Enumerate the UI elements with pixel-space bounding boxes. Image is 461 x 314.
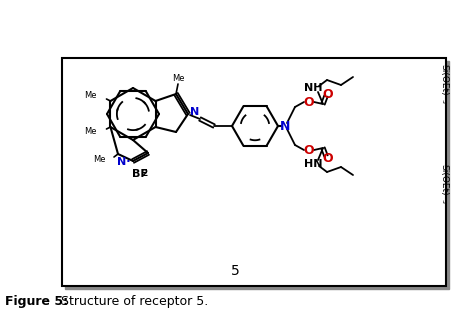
Text: 2: 2 xyxy=(141,169,147,178)
Text: O: O xyxy=(304,143,314,156)
Text: ₃: ₃ xyxy=(439,199,449,203)
Text: Me: Me xyxy=(94,154,106,164)
Text: O: O xyxy=(323,89,333,101)
Text: Si(OEt): Si(OEt) xyxy=(439,64,449,96)
Bar xyxy=(65,61,449,289)
Text: ₃: ₃ xyxy=(439,99,449,103)
Text: N·: N· xyxy=(117,157,130,167)
Text: NH: NH xyxy=(304,83,322,93)
Text: O: O xyxy=(323,151,333,165)
Text: N: N xyxy=(190,107,199,117)
Text: N: N xyxy=(280,120,290,133)
Text: Me: Me xyxy=(172,74,184,83)
Text: Figure 5:: Figure 5: xyxy=(5,295,68,307)
Text: Si(OEt): Si(OEt) xyxy=(439,164,449,196)
Text: Structure of receptor 5.: Structure of receptor 5. xyxy=(57,295,208,307)
Text: BF: BF xyxy=(132,169,148,179)
Text: Me: Me xyxy=(84,127,96,137)
Text: HN: HN xyxy=(304,159,322,169)
Text: O: O xyxy=(304,95,314,109)
Text: 5: 5 xyxy=(230,264,239,278)
Text: Me: Me xyxy=(84,91,96,100)
Bar xyxy=(62,58,446,286)
